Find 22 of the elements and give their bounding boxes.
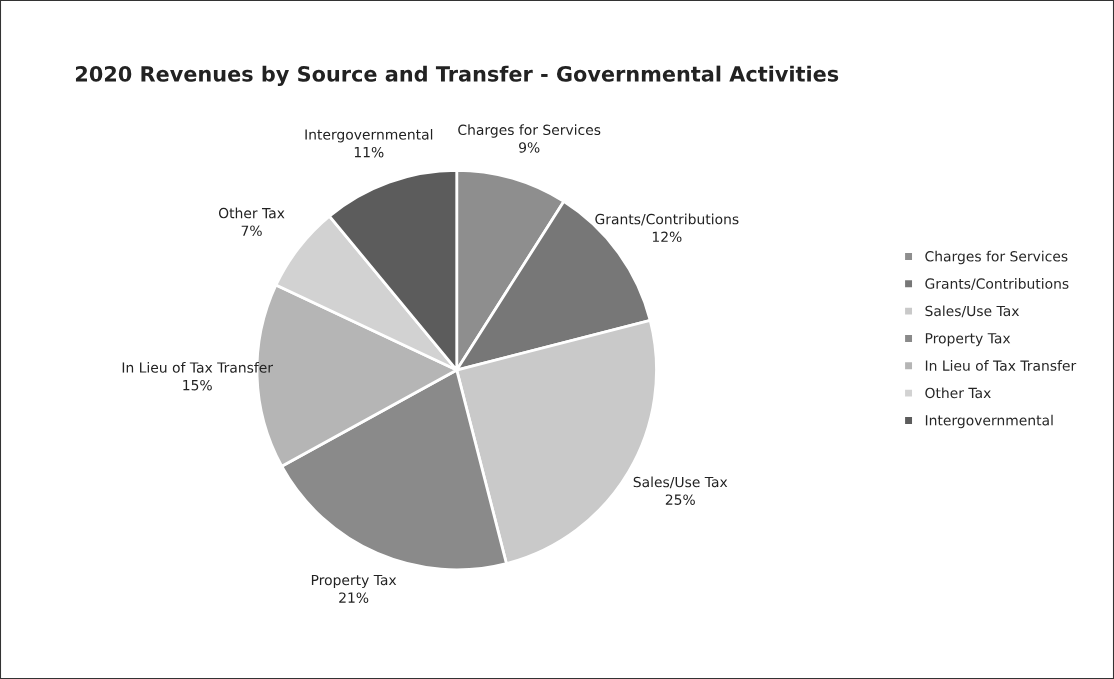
- data-label: 21%: [339, 592, 369, 603]
- legend-label: Intergovernmental: [925, 414, 1053, 429]
- slice-label: Grants/Contributions: [595, 213, 739, 226]
- slice-label: Charges for Services: [458, 124, 601, 138]
- legend-label: In Lieu of Tax Transfer: [925, 360, 1077, 371]
- legend-label: Other Tax: [925, 387, 991, 399]
- legend-label: Grants/Contributions: [925, 278, 1069, 290]
- data-label: 12%: [652, 231, 682, 243]
- legend-label: Charges for Services: [925, 250, 1068, 265]
- slice-label: In Lieu of Tax Transfer: [122, 362, 274, 373]
- data-label: 25%: [665, 494, 695, 505]
- data-label: 11%: [354, 146, 384, 158]
- slice-label: Property Tax: [311, 574, 397, 588]
- slice-label: Sales/Use Tax: [633, 476, 728, 489]
- slice-label: Other Tax: [218, 207, 285, 219]
- legend-label: Sales/Use Tax: [925, 305, 1020, 318]
- slice-label: Intergovernmental: [305, 128, 433, 143]
- data-label: 15%: [183, 379, 212, 391]
- data-label: 9%: [519, 142, 540, 153]
- legend-label: Property Tax: [925, 333, 1011, 347]
- chart-title: 2020 Revenues by Source and Transfer - Governmental Activities: [75, 65, 839, 86]
- data-label: 7%: [241, 225, 262, 236]
